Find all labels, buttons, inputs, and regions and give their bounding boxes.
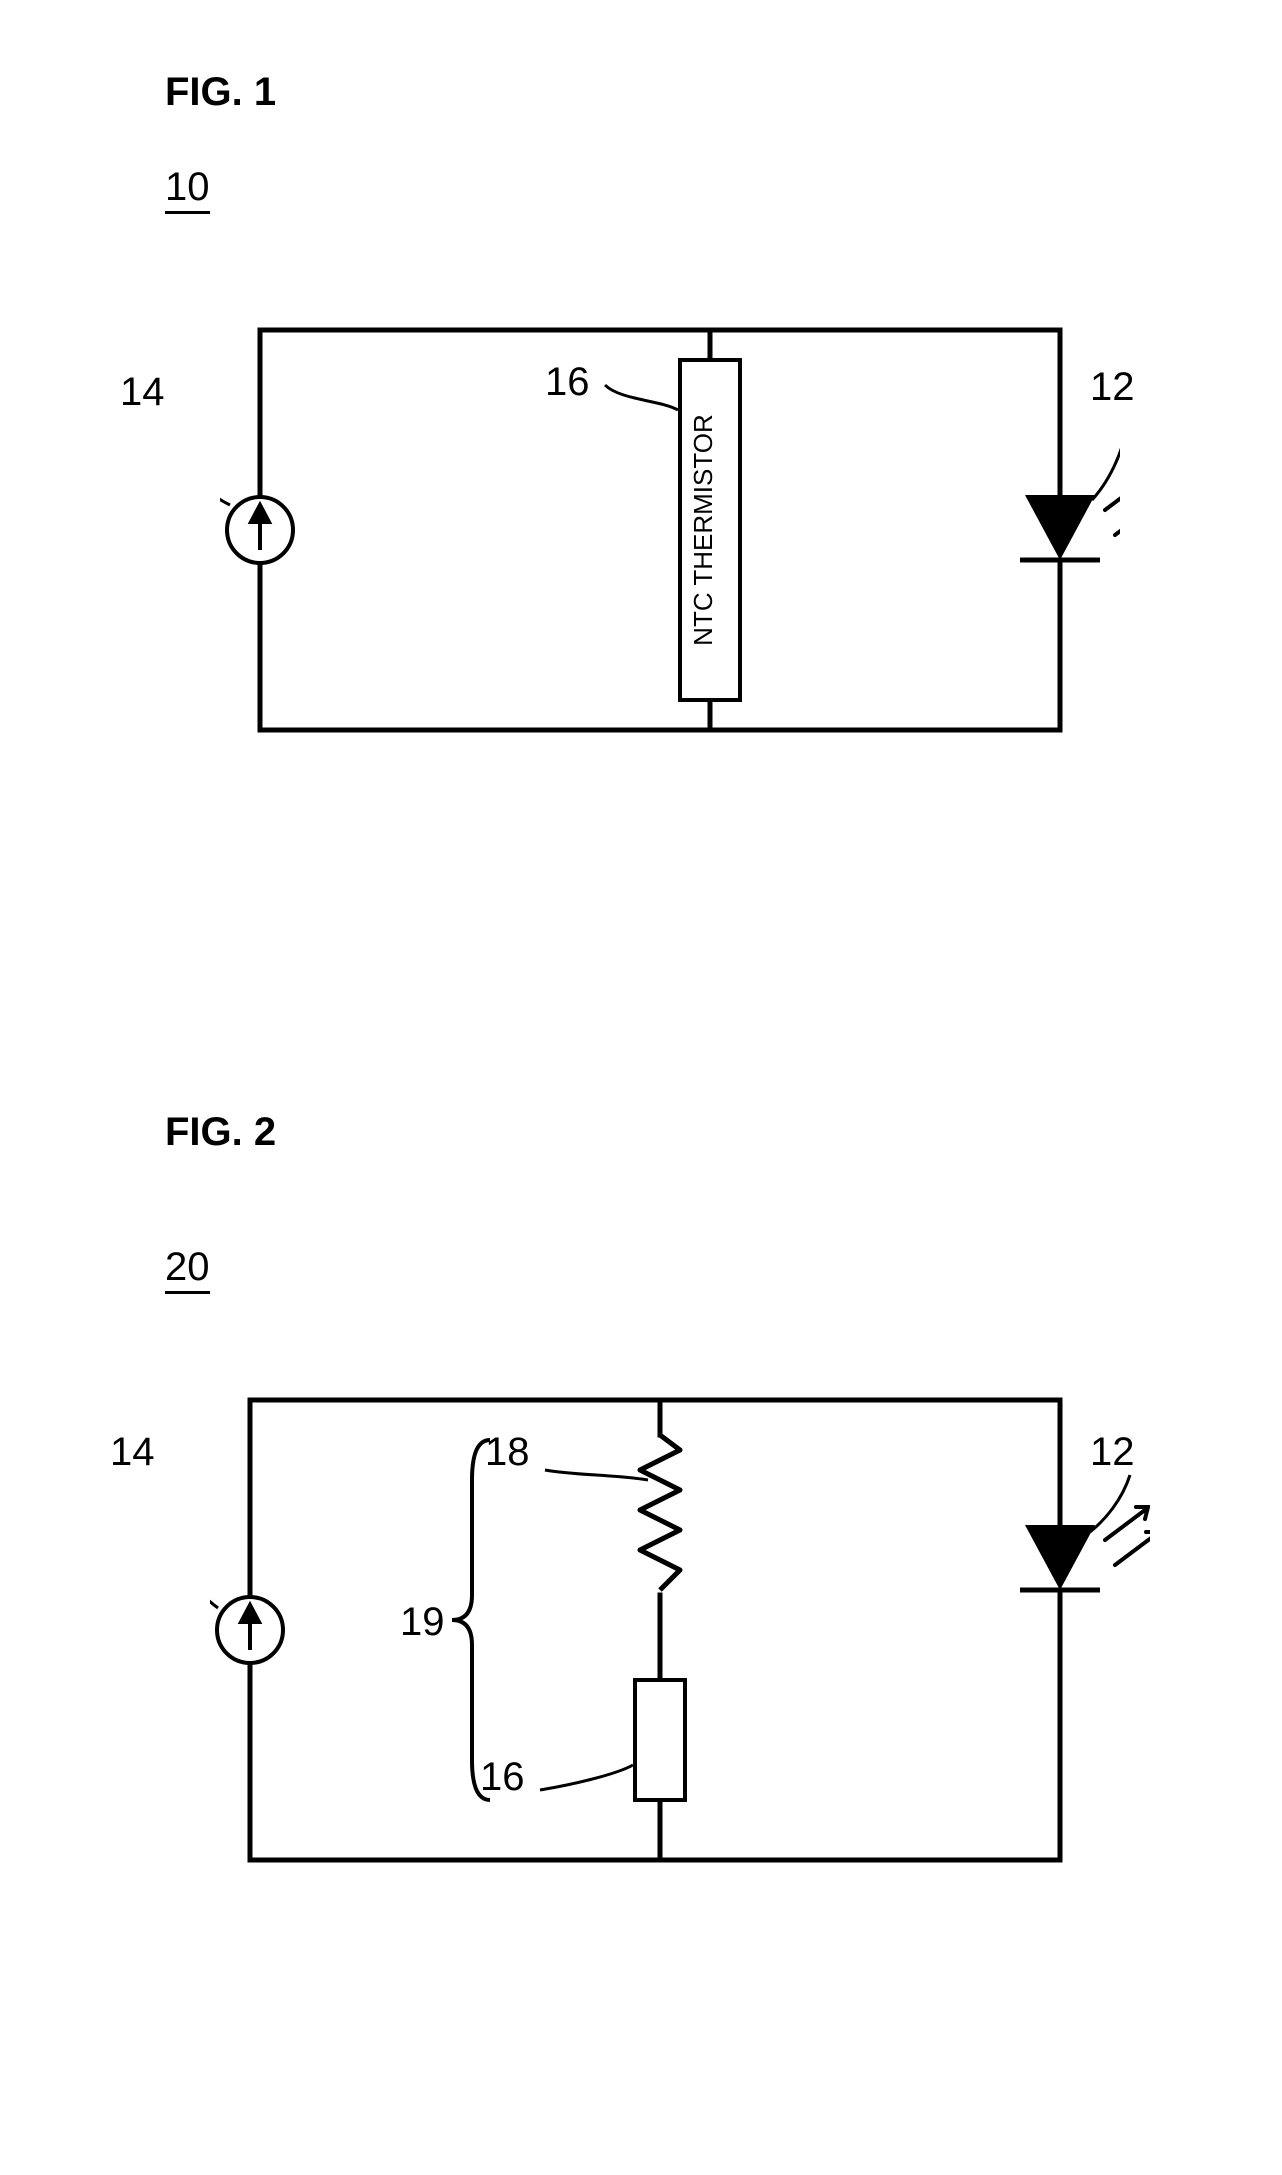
resistor-icon	[640, 1435, 680, 1590]
fig1-ref-14: 14	[120, 370, 165, 415]
fig2-title: FIG. 2	[165, 1110, 276, 1155]
fig1-number: 10	[165, 165, 210, 210]
fig2-circuit	[210, 1380, 1150, 1920]
brace-icon	[452, 1440, 490, 1800]
fig1-number-text: 10	[165, 165, 210, 214]
led-icon	[1020, 1507, 1150, 1590]
patent-figure-page: FIG. 1 10 14 16 12	[0, 0, 1282, 2175]
fig2-number: 20	[165, 1245, 210, 1290]
fig1-title: FIG. 1	[165, 70, 276, 115]
fig2-ref-14: 14	[110, 1430, 155, 1475]
thermistor-label: NTC THERMISTOR	[688, 414, 718, 646]
led-icon	[1020, 477, 1120, 560]
fig2-number-text: 20	[165, 1245, 210, 1294]
thermistor-icon	[635, 1680, 685, 1800]
fig1-circuit: NTC THERMISTOR	[220, 300, 1120, 780]
